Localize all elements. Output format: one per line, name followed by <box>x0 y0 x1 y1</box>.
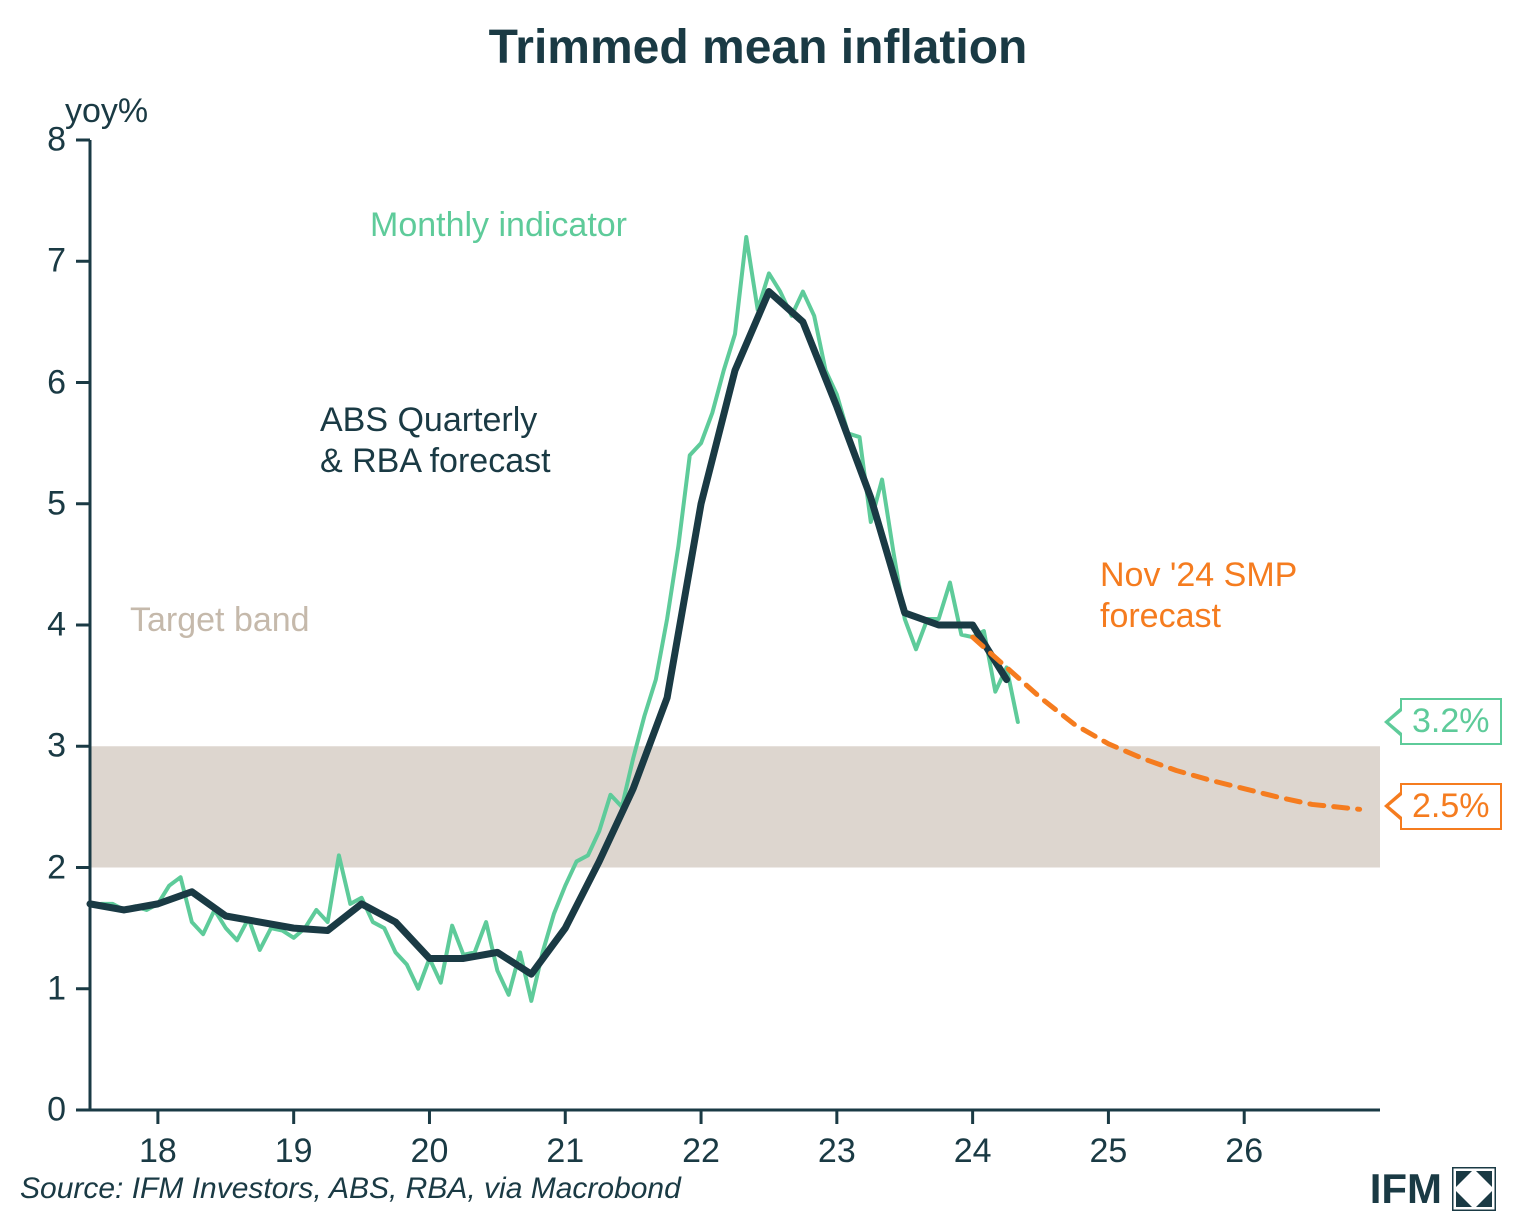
y-tick-label: 8 <box>26 121 66 160</box>
x-tick-label: 21 <box>546 1132 584 1171</box>
y-tick-label: 4 <box>26 606 66 645</box>
x-tick-label: 22 <box>682 1132 720 1171</box>
annotation-target: Target band <box>130 600 310 641</box>
logo-icon <box>1452 1167 1496 1211</box>
annotation-forecast: Nov '24 SMP forecast <box>1100 555 1297 637</box>
y-tick-label: 2 <box>26 848 66 887</box>
y-tick-label: 3 <box>26 727 66 766</box>
y-tick-label: 7 <box>26 242 66 281</box>
x-tick-label: 20 <box>411 1132 449 1171</box>
source-text: Source: IFM Investors, ABS, RBA, via Mac… <box>20 1172 681 1206</box>
callout-monthly: 3.2% <box>1384 698 1502 745</box>
x-tick-label: 19 <box>275 1132 313 1171</box>
callout-monthly-box: 3.2% <box>1400 698 1502 745</box>
y-tick-label: 5 <box>26 484 66 523</box>
callout-forecast-box: 2.5% <box>1400 783 1502 830</box>
y-tick-label: 0 <box>26 1091 66 1130</box>
annotation-quarterly: ABS Quarterly & RBA forecast <box>320 400 551 482</box>
x-tick-label: 18 <box>139 1132 177 1171</box>
callout-monthly-value: 3.2% <box>1412 702 1490 740</box>
x-tick-label: 26 <box>1225 1132 1263 1171</box>
y-tick-label: 6 <box>26 363 66 402</box>
logo-text: IFM <box>1370 1165 1442 1213</box>
x-tick-label: 24 <box>954 1132 992 1171</box>
inflation-chart: Trimmed mean inflation yoy% 012345678 18… <box>0 0 1516 1224</box>
ifm-logo: IFM <box>1370 1165 1496 1213</box>
x-tick-label: 23 <box>818 1132 856 1171</box>
y-tick-label: 1 <box>26 969 66 1008</box>
callout-forecast-value: 2.5% <box>1412 787 1490 825</box>
annotation-monthly: Monthly indicator <box>370 205 627 246</box>
x-tick-label: 25 <box>1089 1132 1127 1171</box>
callout-forecast: 2.5% <box>1384 783 1502 830</box>
